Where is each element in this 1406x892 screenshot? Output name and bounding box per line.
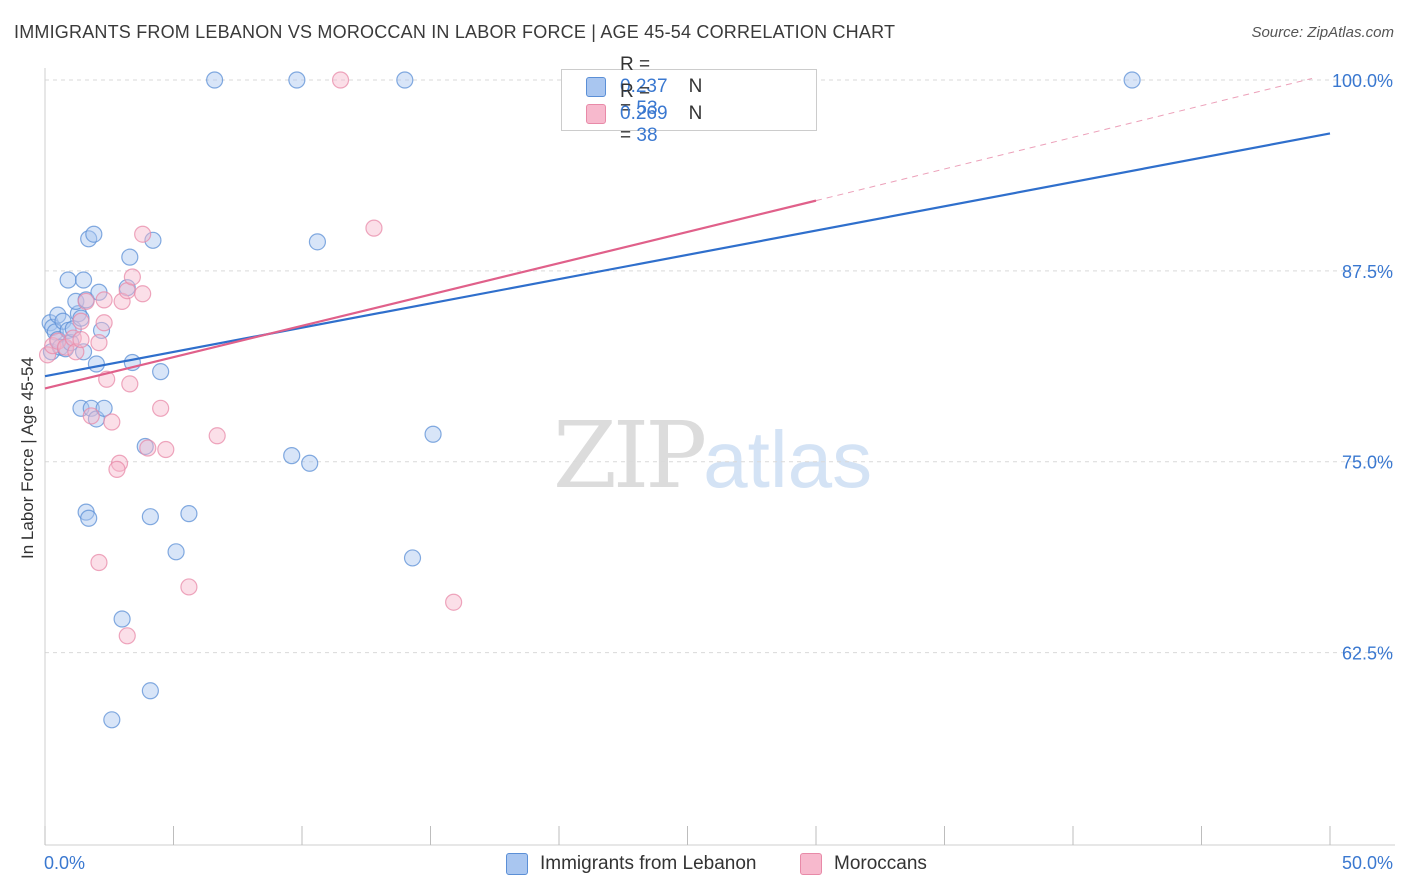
point-moroccan [139, 439, 157, 457]
point-lebanon [403, 549, 422, 567]
point-lebanon [59, 271, 77, 289]
point-moroccan [103, 413, 121, 431]
point-moroccan [208, 427, 226, 445]
point-moroccan [44, 337, 62, 355]
trend-line-moroccan [44, 199, 817, 390]
point-moroccan [134, 285, 152, 303]
legend-r-value: 0.269 [620, 103, 668, 124]
legend-n-value: 38 [636, 125, 658, 146]
point-lebanon [1123, 71, 1141, 89]
legend-r-label: R = [620, 81, 651, 102]
watermark: ZIPatlas [553, 402, 872, 509]
point-lebanon [95, 399, 113, 417]
point-moroccan [72, 330, 90, 349]
watermark-zip: ZIP [553, 402, 707, 509]
point-moroccan [152, 399, 170, 417]
point-moroccan [72, 312, 90, 330]
point-lebanon [141, 682, 159, 700]
legend-label-lebanon: Immigrants from Lebanon [540, 853, 757, 874]
point-moroccan [445, 593, 463, 611]
point-lebanon [121, 248, 139, 266]
point-lebanon [152, 363, 170, 381]
point-lebanon [80, 230, 98, 248]
point-lebanon [396, 71, 414, 89]
legend-swatch-moroccan [586, 104, 606, 124]
source-label: Source: ZipAtlas.com [1251, 24, 1394, 41]
legend-swatch-lebanon [506, 853, 528, 875]
legend-n-value: 53 [636, 98, 658, 119]
point-moroccan [157, 440, 175, 459]
point-moroccan [38, 346, 57, 364]
point-moroccan [365, 219, 383, 237]
point-lebanon [424, 425, 442, 443]
legend-r-value: 0.237 [620, 76, 668, 97]
point-moroccan [90, 334, 108, 352]
legend-n-label: N = [620, 103, 703, 146]
point-moroccan [123, 268, 141, 286]
x-tick-label: 50.0% [1342, 853, 1393, 873]
point-lebanon [288, 71, 306, 89]
point-lebanon [103, 711, 121, 729]
stats-legend: R = 0.237 N = 53 R = 0.269 N = 38 [561, 54, 817, 146]
point-moroccan [95, 314, 113, 332]
point-moroccan [77, 292, 95, 311]
legend-item-moroccan[interactable]: Moroccans [800, 852, 927, 876]
trend-line-lebanon [44, 132, 1331, 378]
point-lebanon [141, 508, 159, 526]
chart-title: IMMIGRANTS FROM LEBANON VS MOROCCAN IN L… [14, 22, 896, 42]
legend-n-label: N = [620, 76, 703, 119]
point-moroccan [134, 225, 152, 243]
y-tick-label: 62.5% [1342, 644, 1393, 664]
point-moroccan [113, 292, 131, 311]
legend-r-label: R = [620, 54, 651, 75]
point-lebanon [206, 71, 224, 89]
point-lebanon [283, 447, 301, 465]
x-tick-label: 0.0% [44, 853, 85, 873]
point-lebanon [167, 543, 185, 561]
point-moroccan [118, 627, 136, 645]
legend-label-moroccan: Moroccans [834, 853, 927, 874]
point-lebanon [85, 225, 103, 243]
point-lebanon [113, 610, 131, 628]
y-tick-label: 87.5% [1342, 262, 1393, 282]
point-moroccan [331, 71, 350, 89]
legend-swatch-lebanon [586, 77, 606, 97]
y-tick-label: 75.0% [1342, 453, 1393, 473]
watermark-atlas: atlas [703, 415, 873, 504]
legend-item-lebanon[interactable]: Immigrants from Lebanon [506, 852, 757, 876]
point-lebanon [144, 231, 162, 249]
point-lebanon [74, 271, 93, 289]
point-lebanon [87, 355, 106, 373]
point-moroccan [121, 375, 139, 393]
point-lebanon [180, 505, 198, 523]
point-lebanon [301, 454, 319, 472]
point-lebanon [308, 233, 327, 251]
point-lebanon [80, 509, 98, 527]
trend-extension-moroccan [815, 77, 1313, 202]
point-moroccan [95, 291, 113, 309]
point-moroccan [180, 578, 198, 596]
legend-swatch-moroccan [800, 853, 822, 875]
point-moroccan [90, 553, 108, 572]
point-moroccan [82, 407, 100, 425]
point-moroccan [108, 460, 126, 478]
y-tick-label: 100.0% [1332, 71, 1393, 91]
point-lebanon [62, 334, 80, 352]
